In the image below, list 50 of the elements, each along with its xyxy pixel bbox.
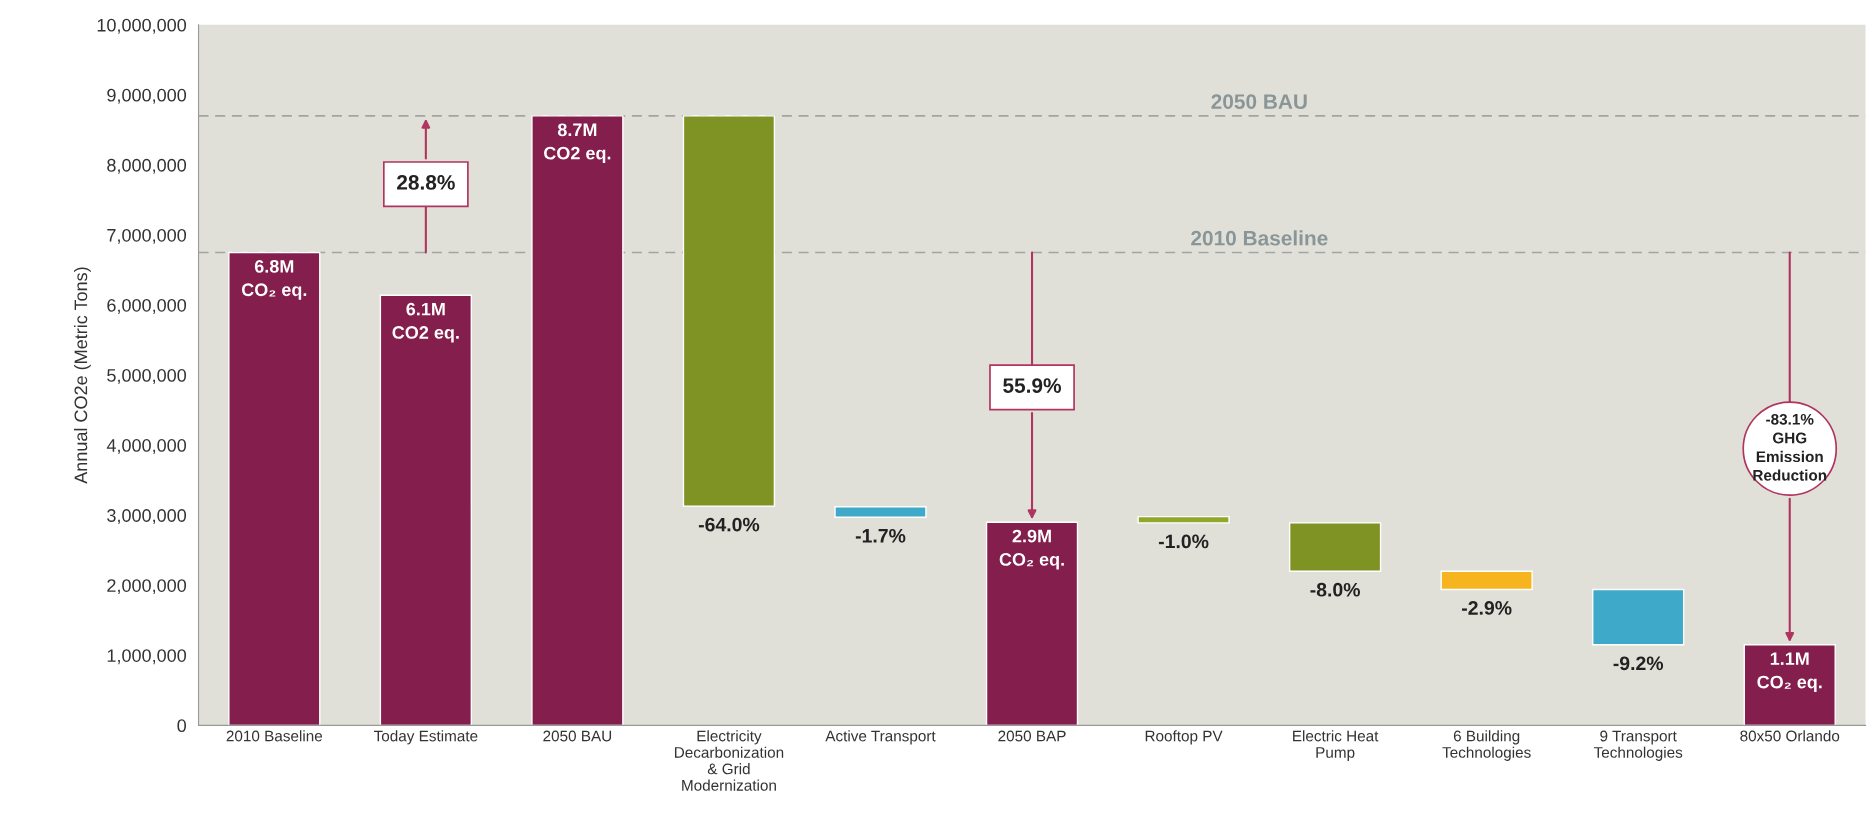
annotation: -1.0%: [1158, 534, 1209, 549]
x-tick-label: Rooftop PV: [1145, 730, 1223, 745]
y-tick-label: 3,000,000: [107, 509, 187, 525]
y-tick-label: 9,000,000: [107, 88, 187, 104]
x-tick-label: Today Estimate: [373, 730, 478, 745]
data-label: 1.1M CO₂ eq.: [1757, 652, 1822, 692]
y-tick-label: 1,000,000: [107, 649, 187, 665]
bar: [682, 115, 776, 507]
x-tick-label: 80x50 Orlando: [1740, 730, 1840, 742]
y-axis-title: Annual CO2e (Metric Tons): [73, 267, 91, 484]
annotation: -64.0%: [698, 517, 760, 532]
annotation: -2.9%: [1462, 601, 1512, 615]
data-label: 6.1M CO2 eq.: [392, 302, 459, 343]
x-tick-label: 9 Transport Technologies: [1593, 730, 1683, 761]
ref-line-label: 2010 Baseline: [1191, 230, 1328, 246]
annotation: -1.7%: [855, 528, 906, 543]
ref-line-label: 2050 BAU: [1211, 94, 1307, 109]
x-tick-label: 2050 BAU: [543, 730, 612, 742]
annotation: 28.8%: [397, 175, 455, 190]
y-tick-label: 8,000,000: [107, 158, 187, 174]
x-tick-label: 6 Building Technologies: [1442, 730, 1531, 761]
annotation: -9.2%: [1613, 656, 1664, 671]
bar: [834, 506, 927, 518]
bar: [531, 115, 624, 726]
y-tick-label: 7,000,000: [107, 228, 187, 244]
y-tick-label: 0: [177, 719, 187, 733]
x-tick-label: Electric Heat Pump: [1293, 730, 1379, 761]
x-tick-label: 2010 Baseline: [226, 730, 323, 742]
annotation: -83.1% GHG Emission Reduction: [1753, 413, 1827, 481]
y-tick-label: 4,000,000: [106, 439, 187, 454]
y-tick-label: 6,000,000: [107, 298, 187, 314]
x-tick-label: 2050 BAP: [998, 730, 1066, 742]
bar: [1440, 570, 1533, 591]
data-label: 8.7M CO2 eq.: [544, 123, 611, 164]
bar: [1743, 644, 1836, 726]
x-tick-label: Electricity Decarbonization & Grid Modernization: [674, 730, 784, 791]
bar: [985, 521, 1079, 726]
bar: [379, 294, 473, 726]
bar: [1288, 522, 1382, 572]
data-label: 2.9M CO₂ eq.: [999, 529, 1064, 570]
data-label: 6.8M CO₂ eq.: [241, 259, 307, 300]
y-tick-label: 10,000,000: [97, 18, 187, 34]
annotation: -8.0%: [1310, 582, 1360, 597]
bar: [1137, 515, 1230, 524]
y-tick-label: 2,000,000: [107, 579, 187, 595]
x-tick-label: Active Transport: [825, 730, 936, 745]
bar: [228, 251, 321, 726]
annotation: 55.9%: [1003, 378, 1062, 393]
bar: [1592, 588, 1685, 646]
y-tick-label: 5,000,000: [107, 369, 187, 384]
